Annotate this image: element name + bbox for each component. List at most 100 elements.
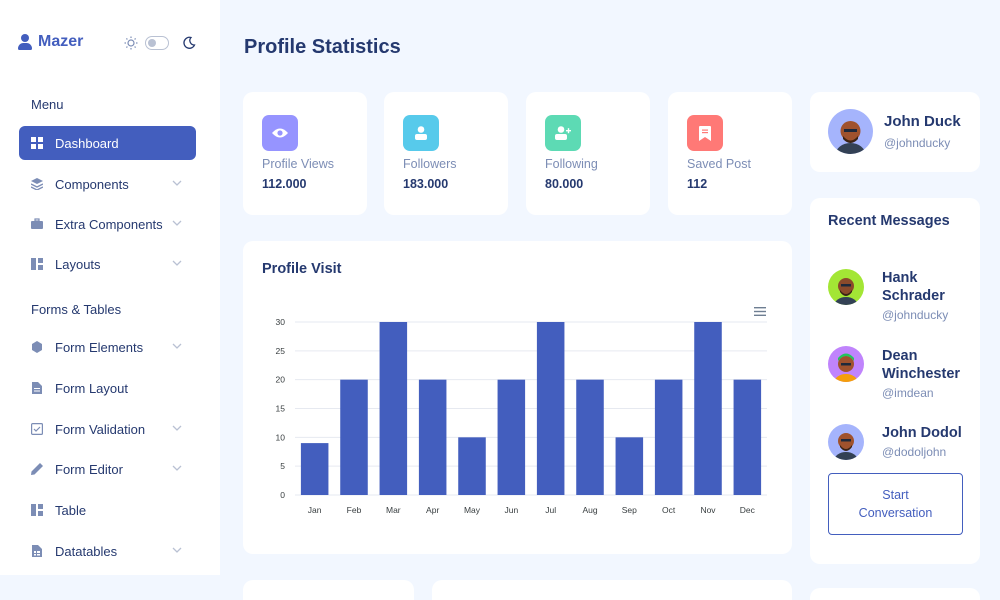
sun-icon bbox=[124, 36, 138, 50]
x-tick-label: Jan bbox=[308, 505, 322, 515]
sidebar-item-extra-components[interactable]: Extra Components bbox=[19, 207, 196, 241]
recent-messages-title: Recent Messages bbox=[828, 213, 950, 229]
spreadsheet-icon bbox=[32, 545, 42, 557]
layout-icon bbox=[31, 258, 43, 270]
theme-toggle bbox=[124, 36, 196, 50]
menu-section-title: Menu bbox=[31, 97, 64, 112]
x-tick-label: Nov bbox=[700, 505, 716, 515]
brand-name: Mazer bbox=[38, 33, 84, 50]
menu-icon[interactable] bbox=[754, 307, 766, 316]
sidebar-item-label: Layouts bbox=[55, 256, 101, 272]
user-icon bbox=[403, 115, 439, 151]
sidebar-item-label: Table bbox=[55, 502, 87, 518]
stat-card-saved-post: Saved Post 112 bbox=[668, 92, 792, 215]
sidebar-item-label: Form Validation bbox=[55, 421, 146, 437]
user-plus-icon bbox=[545, 115, 581, 151]
sidebar-item-form-editor[interactable]: Form Editor bbox=[19, 452, 196, 486]
y-tick-label: 5 bbox=[280, 461, 285, 471]
recent-messages-card: Recent Messages Hank Schrader @johnducky… bbox=[810, 198, 980, 564]
bar-dec[interactable] bbox=[733, 379, 762, 495]
chevron-down-icon bbox=[172, 260, 182, 266]
chevron-down-icon bbox=[172, 425, 182, 431]
message-sender-handle: @imdean bbox=[882, 386, 934, 400]
y-tick-label: 10 bbox=[276, 432, 286, 442]
chevron-down-icon bbox=[172, 220, 182, 226]
stat-label: Followers bbox=[403, 157, 457, 171]
start-conversation-button[interactable]: Start Conversation bbox=[828, 473, 963, 535]
bookmark-icon bbox=[687, 115, 723, 151]
x-tick-label: Mar bbox=[386, 505, 401, 515]
check-square-icon bbox=[31, 423, 43, 435]
y-tick-label: 0 bbox=[280, 490, 285, 500]
stat-card-profile-views: Profile Views 112.000 bbox=[243, 92, 367, 215]
eye-icon bbox=[262, 115, 298, 151]
bar-apr[interactable] bbox=[418, 379, 447, 495]
x-tick-label: Feb bbox=[347, 505, 362, 515]
sidebar-item-datatables[interactable]: Datatables bbox=[19, 534, 196, 568]
profile-card[interactable]: John Duck @johnducky bbox=[810, 92, 980, 172]
x-tick-label: Dec bbox=[740, 505, 756, 515]
stat-value: 183.000 bbox=[403, 177, 449, 191]
bar-jan[interactable] bbox=[300, 443, 329, 495]
stat-label: Profile Views bbox=[262, 157, 335, 171]
stack-icon bbox=[31, 178, 43, 190]
bar-nov[interactable] bbox=[694, 322, 722, 495]
avatar bbox=[828, 109, 873, 154]
profile-visit-card: Profile Visit 0 5 10 15 20 25 30 Jan Feb Mar Apr Ma… bbox=[243, 241, 792, 554]
sidebar-item-dashboard[interactable]: Dashboard bbox=[19, 126, 196, 160]
dark-mode-toggle[interactable] bbox=[145, 36, 169, 50]
stat-value: 112 bbox=[687, 177, 708, 191]
sidebar-item-label: Dashboard bbox=[55, 135, 119, 151]
chevron-down-icon bbox=[172, 180, 182, 186]
sidebar-item-label: Extra Components bbox=[55, 216, 163, 232]
bar-feb[interactable] bbox=[340, 379, 368, 495]
x-tick-label: Jul bbox=[545, 505, 556, 515]
stat-value: 80.000 bbox=[545, 177, 584, 191]
page-title: Profile Statistics bbox=[244, 36, 401, 58]
sidebar-item-form-elements[interactable]: Form Elements bbox=[19, 330, 196, 364]
sidebar-item-form-validation[interactable]: Form Validation bbox=[19, 412, 196, 446]
x-tick-label: Apr bbox=[426, 505, 439, 515]
chevron-down-icon bbox=[172, 343, 182, 349]
bar-may[interactable] bbox=[458, 437, 486, 495]
sidebar-item-label: Components bbox=[55, 176, 129, 192]
x-tick-label: Oct bbox=[662, 505, 676, 515]
sidebar-item-form-layout[interactable]: Form Layout bbox=[19, 371, 196, 405]
sidebar-item-label: Form Layout bbox=[55, 380, 128, 396]
y-tick-label: 25 bbox=[276, 346, 286, 356]
pen-icon bbox=[31, 463, 43, 475]
bar-jul[interactable] bbox=[536, 322, 565, 495]
sidebar-item-label: Form Editor bbox=[55, 461, 123, 477]
x-tick-label: Sep bbox=[622, 505, 637, 515]
stat-label: Saved Post bbox=[687, 157, 751, 171]
avatar bbox=[828, 346, 864, 382]
message-sender-handle: @johnducky bbox=[882, 308, 949, 322]
forms-section-title: Forms & Tables bbox=[31, 302, 122, 317]
bar-mar[interactable] bbox=[379, 322, 408, 495]
x-tick-label: May bbox=[464, 505, 481, 515]
bar-chart: 0 5 10 15 20 25 30 Jan Feb Mar Apr May Jun Jul Aug Sep O… bbox=[276, 317, 767, 515]
sidebar-item-components[interactable]: Components bbox=[19, 167, 196, 201]
sidebar-item-layouts[interactable]: Layouts bbox=[19, 247, 196, 281]
bar-sep[interactable] bbox=[615, 437, 644, 495]
bottom-card-3 bbox=[810, 588, 980, 600]
sidebar-item-label: Datatables bbox=[55, 543, 118, 559]
message-sender-name: Hank Schrader bbox=[882, 270, 945, 304]
x-tick-label: Jun bbox=[504, 505, 518, 515]
profile-name: John Duck bbox=[884, 113, 961, 130]
message-sender-handle: @dodoljohn bbox=[882, 445, 947, 459]
table-icon bbox=[31, 504, 43, 516]
chevron-down-icon bbox=[172, 465, 182, 471]
bar-jun[interactable] bbox=[497, 379, 526, 495]
bar-aug[interactable] bbox=[576, 379, 604, 495]
stat-value: 112.000 bbox=[262, 177, 307, 191]
brand-logo[interactable]: Mazer bbox=[18, 33, 83, 51]
sidebar-item-label: Form Elements bbox=[55, 339, 144, 355]
chevron-down-icon bbox=[172, 547, 182, 553]
bottom-card-1 bbox=[243, 580, 414, 600]
sidebar-item-table[interactable]: Table bbox=[19, 493, 196, 527]
grid-icon bbox=[31, 137, 43, 149]
moon-icon bbox=[183, 36, 196, 49]
sidebar: Mazer Menu Dashboard Components Extra Co… bbox=[0, 0, 220, 575]
bar-oct[interactable] bbox=[654, 379, 683, 495]
